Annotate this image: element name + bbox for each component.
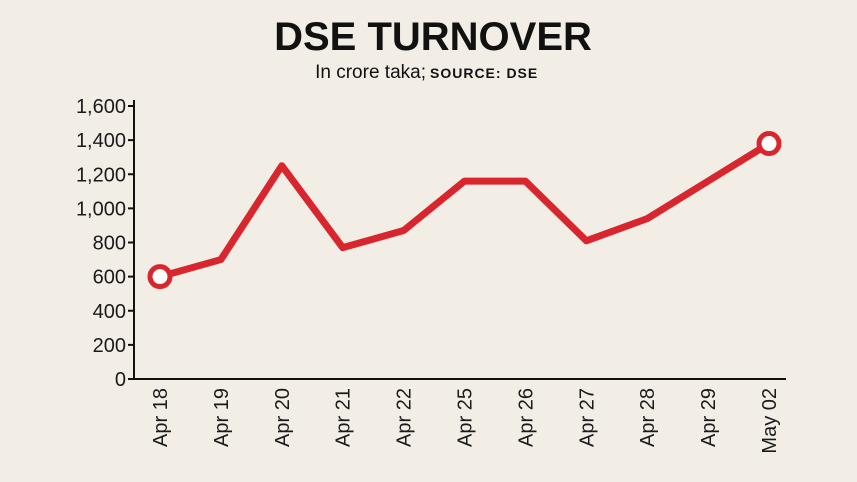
y-tick-label: 1,400 [76, 130, 126, 152]
y-tick-label: 800 [93, 233, 126, 255]
y-tick-label: 400 [93, 301, 126, 323]
x-tick-label: Apr 22 [394, 388, 416, 447]
x-tick-label: Apr 20 [272, 388, 294, 447]
y-tick-label: 200 [93, 335, 126, 357]
x-tick-label: Apr 18 [150, 388, 172, 447]
chart-subtitle: In crore taka; [315, 62, 426, 83]
x-tick-label: Apr 25 [455, 388, 477, 447]
endpoint-marker [147, 264, 173, 290]
x-tick-label: Apr 21 [333, 388, 355, 447]
x-tick-label: Apr 29 [698, 388, 720, 447]
y-tick-label: 1,000 [76, 198, 126, 220]
y-tick-label: 1,200 [76, 164, 126, 186]
endpoint-marker [756, 131, 782, 157]
line [159, 140, 771, 280]
chart-source: SOURCE: DSE [430, 65, 538, 81]
x-tick-label: May 02 [759, 388, 781, 454]
y-tick-label: 600 [93, 267, 126, 289]
x-tick-label: Apr 28 [637, 388, 659, 447]
x-tick-label: Apr 27 [576, 388, 598, 447]
x-tick-label: Apr 26 [515, 388, 537, 447]
y-tick-label: 0 [115, 369, 126, 391]
y-tick-label: 1,600 [76, 96, 126, 118]
chart-title: DSE TURNOVER [274, 15, 592, 59]
x-tick-label: Apr 19 [211, 388, 233, 447]
